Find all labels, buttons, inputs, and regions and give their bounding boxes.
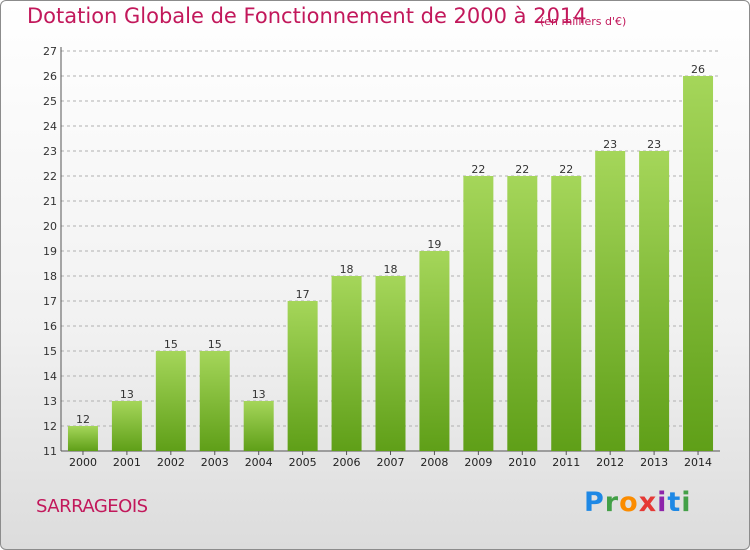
bar-2002 (155, 351, 186, 451)
bar-value-label: 12 (76, 413, 90, 426)
logo-letter: x (638, 487, 658, 518)
y-tick-label: 26 (43, 70, 57, 83)
x-tick-label: 2006 (333, 456, 361, 469)
bar-value-label: 22 (471, 163, 485, 176)
bar-value-label: 15 (208, 338, 222, 351)
logo-letter: t (667, 487, 682, 518)
bar-value-label: 18 (340, 263, 354, 276)
y-tick-label: 22 (43, 170, 57, 183)
bar-value-label: 18 (384, 263, 398, 276)
chart-title: Dotation Globale de Fonctionnement de 20… (27, 4, 587, 28)
logo-letter: r (604, 487, 620, 518)
bar-2012 (595, 151, 626, 451)
x-tick-label: 2013 (640, 456, 668, 469)
y-axis-ticks: 11 12 13 14 15 16 17 18 19 20 21 22 23 24 25 26 27 (43, 45, 57, 458)
x-tick-label: 2012 (596, 456, 624, 469)
bar-2009 (463, 176, 494, 451)
logo-letter: i (657, 487, 668, 518)
bar-value-label: 22 (515, 163, 529, 176)
bar-value-label: 26 (691, 63, 705, 76)
bars (67, 76, 714, 451)
bar-2003 (199, 351, 230, 451)
y-tick-label: 23 (43, 145, 57, 158)
bar-value-label: 23 (647, 138, 661, 151)
bar-value-label: 22 (559, 163, 573, 176)
bar-value-label: 13 (120, 388, 134, 401)
y-tick-label: 19 (43, 245, 57, 258)
bar-2001 (111, 401, 142, 451)
bar-2004 (243, 401, 274, 451)
y-tick-label: 25 (43, 95, 57, 108)
bar-value-label: 23 (603, 138, 617, 151)
logo-letter: P (584, 487, 605, 518)
bar-2011 (551, 176, 582, 451)
bar-value-label: 19 (427, 238, 441, 251)
x-tick-label: 2000 (69, 456, 97, 469)
bar-2000 (67, 426, 98, 451)
bar-2010 (507, 176, 538, 451)
bar-value-label: 13 (252, 388, 266, 401)
y-tick-label: 15 (43, 345, 57, 358)
proxiti-logo[interactable]: Proxiti (584, 487, 692, 518)
y-tick-label: 20 (43, 220, 57, 233)
x-axis-ticks: 2000 2001 2002 2003 2004 2005 2006 2007 2008 2009… (69, 451, 712, 469)
y-tick-label: 24 (43, 120, 57, 133)
y-tick-label: 13 (43, 395, 57, 408)
x-tick-label: 2010 (508, 456, 536, 469)
y-tick-label: 11 (43, 445, 57, 458)
y-tick-label: 17 (43, 295, 57, 308)
x-tick-label: 2002 (157, 456, 185, 469)
bar-2007 (375, 276, 406, 451)
x-tick-label: 2003 (201, 456, 229, 469)
bar-2005 (287, 301, 318, 451)
bar-value-label: 15 (164, 338, 178, 351)
x-tick-label: 2007 (377, 456, 405, 469)
x-tick-label: 2014 (684, 456, 712, 469)
x-tick-label: 2004 (245, 456, 273, 469)
commune-name: SARRAGEOIS (36, 496, 148, 517)
bar-value-label: 17 (296, 288, 310, 301)
y-tick-label: 27 (43, 45, 57, 58)
bar-2008 (419, 251, 450, 451)
x-tick-label: 2011 (552, 456, 580, 469)
bar-2014 (683, 76, 714, 451)
bar-2013 (639, 151, 670, 451)
bar-2006 (331, 276, 362, 451)
logo-letter: i (681, 487, 692, 518)
bar-value-labels: 12 13 15 15 13 17 18 18 19 22 22 22 23 23 26 (76, 63, 705, 426)
x-tick-label: 2005 (289, 456, 317, 469)
x-tick-label: 2008 (420, 456, 448, 469)
logo-letter: o (619, 487, 639, 518)
chart-subtitle: (en milliers d'€) (540, 15, 627, 28)
y-tick-label: 16 (43, 320, 57, 333)
y-tick-label: 14 (43, 370, 57, 383)
y-tick-label: 12 (43, 420, 57, 433)
y-tick-label: 18 (43, 270, 57, 283)
y-tick-label: 21 (43, 195, 57, 208)
x-tick-label: 2001 (113, 456, 141, 469)
x-tick-label: 2009 (464, 456, 492, 469)
